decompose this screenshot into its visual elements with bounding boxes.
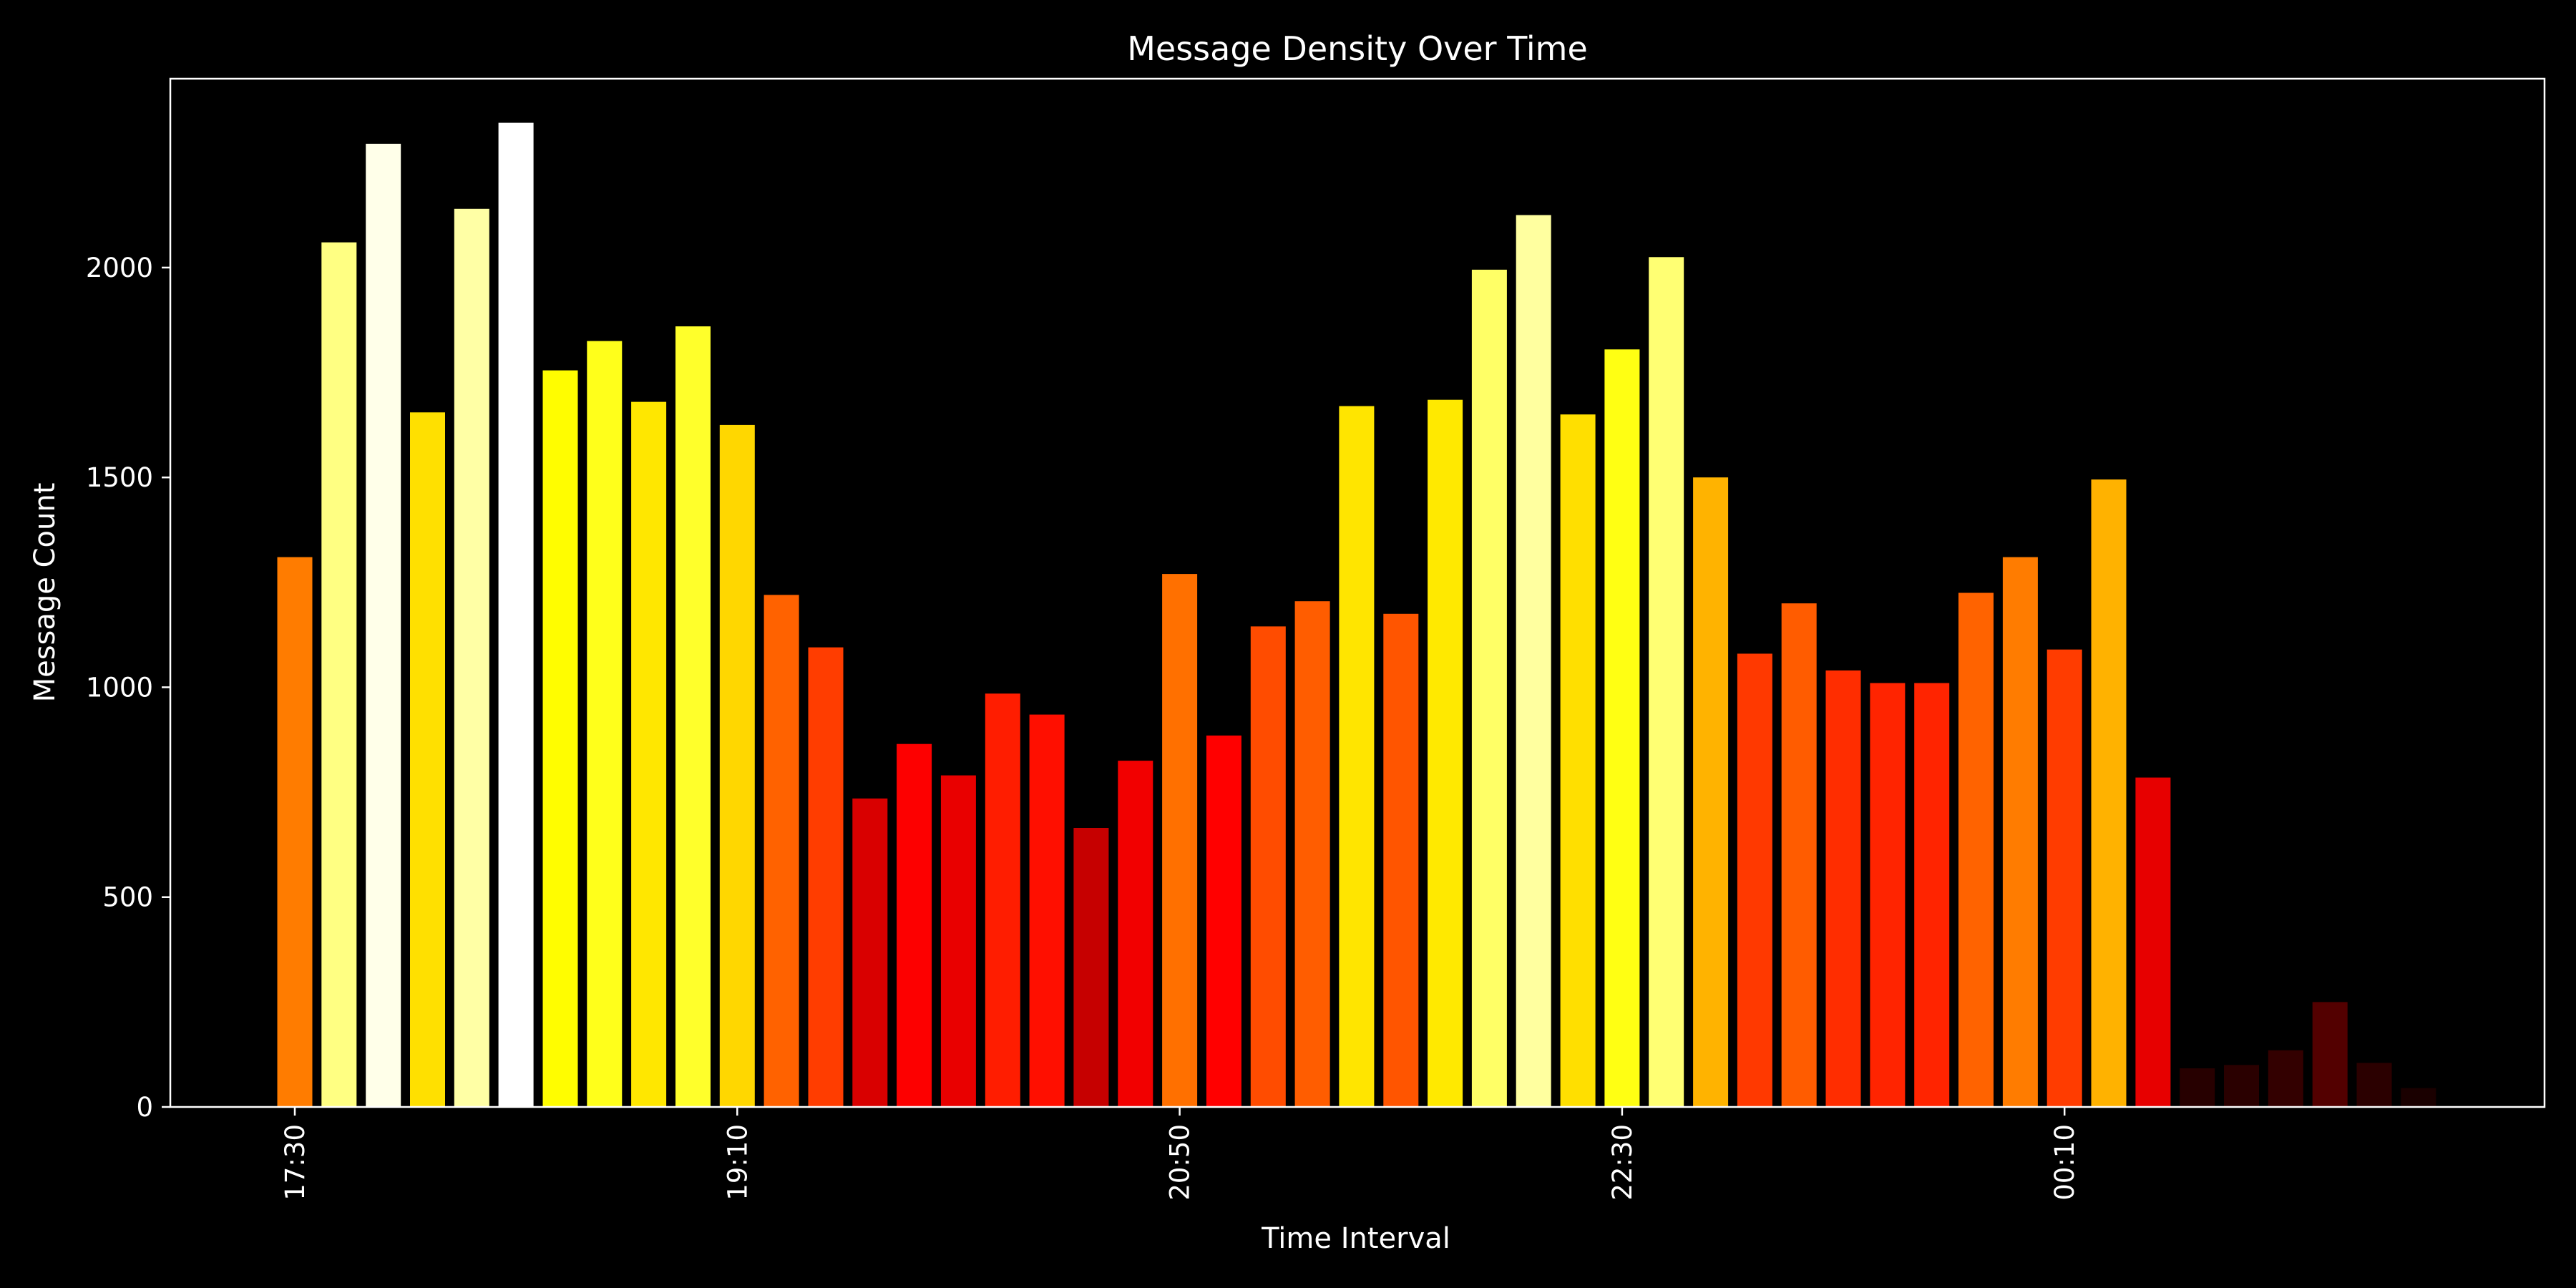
bar-38	[1958, 592, 1994, 1107]
bar-1	[321, 242, 357, 1108]
x-tick-label: 17:30	[280, 1124, 311, 1201]
bar-2	[366, 143, 401, 1107]
bar-24	[1339, 406, 1375, 1107]
bar-48	[2401, 1088, 2436, 1107]
plot-frame	[169, 77, 2546, 1108]
bar-45	[2268, 1050, 2303, 1107]
x-axis-label: Time Interval	[1261, 1222, 1450, 1255]
bar-7	[587, 341, 623, 1108]
bar-47	[2356, 1063, 2392, 1107]
bar-18	[1073, 828, 1109, 1107]
bar-21	[1206, 735, 1241, 1107]
bar-22	[1250, 626, 1286, 1107]
bar-32	[1693, 477, 1729, 1107]
bar-0	[277, 557, 313, 1107]
bar-42	[2135, 777, 2171, 1107]
bar-26	[1428, 399, 1463, 1107]
bar-15	[940, 775, 976, 1107]
y-tick-label: 1500	[86, 462, 153, 493]
bar-39	[2002, 557, 2038, 1107]
bar-31	[1649, 257, 1684, 1107]
bar-5	[498, 122, 534, 1108]
bar-16	[985, 693, 1020, 1107]
bar-25	[1383, 613, 1419, 1107]
bar-11	[763, 595, 799, 1107]
bar-14	[897, 743, 932, 1107]
x-tick-label: 20:50	[1165, 1124, 1196, 1201]
x-tick-label: 00:10	[2049, 1124, 2080, 1201]
x-tick-label: 19:10	[722, 1124, 753, 1201]
bar-43	[2180, 1068, 2215, 1107]
bar-9	[675, 326, 711, 1108]
bar-4	[454, 208, 489, 1107]
bar-34	[1781, 603, 1817, 1107]
bar-41	[2091, 479, 2127, 1107]
bar-40	[2046, 649, 2082, 1107]
bar-13	[852, 798, 888, 1107]
bar-12	[808, 647, 844, 1107]
y-axis-ticks: 0 500 1000 1500 2000	[86, 253, 170, 1123]
bar-20	[1162, 574, 1198, 1107]
y-tick-label: 500	[102, 882, 153, 913]
chart-title: Message Density Over Time	[1127, 29, 1588, 68]
bar-36	[1870, 683, 1906, 1107]
bar-17	[1029, 714, 1065, 1107]
x-axis-ticks: 17:30 19:10 20:50 22:30 00:10	[280, 1107, 2080, 1201]
bar-19	[1118, 761, 1153, 1107]
bar-23	[1294, 601, 1330, 1107]
x-tick-label: 22:30	[1607, 1124, 1638, 1201]
bar-30	[1604, 349, 1640, 1107]
bar-29	[1560, 414, 1596, 1107]
bar-8	[631, 401, 667, 1107]
bar-35	[1825, 670, 1861, 1107]
bar-44	[2224, 1065, 2259, 1107]
bar-28	[1516, 215, 1551, 1108]
bar-27	[1471, 269, 1507, 1107]
bar-33	[1737, 653, 1772, 1107]
y-axis-label: Message Count	[29, 483, 62, 703]
bar-10	[719, 424, 755, 1107]
bar-6	[542, 370, 578, 1107]
bar-37	[1914, 683, 1950, 1107]
y-tick-label: 1000	[86, 672, 153, 703]
bar-3	[410, 412, 445, 1107]
bar-46	[2312, 1002, 2348, 1107]
y-tick-label: 0	[136, 1092, 153, 1123]
y-tick-label: 2000	[86, 253, 153, 283]
bars-group	[277, 122, 2436, 1108]
